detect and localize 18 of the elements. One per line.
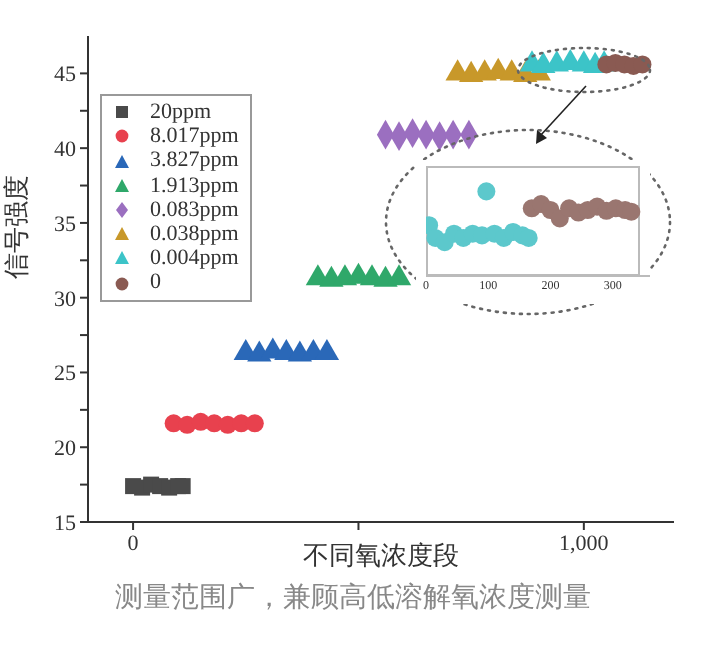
legend-label: 8.017ppm bbox=[150, 124, 239, 149]
y-tick-label: 20 bbox=[54, 437, 77, 462]
legend-label: 3.827ppm bbox=[150, 148, 239, 174]
x-tick-label: 1,000 bbox=[559, 531, 610, 556]
y-axis-title: 信号强度 bbox=[1, 175, 32, 279]
y-tick-label: 15 bbox=[54, 511, 77, 536]
legend-label: 0.083ppm bbox=[150, 197, 239, 223]
y-tick-label: 35 bbox=[54, 212, 77, 237]
y-tick-label: 40 bbox=[54, 137, 77, 162]
text: 测量范围广，兼顾高低溶解氧浓度测量 bbox=[113, 580, 593, 616]
x-axis-title: 不同氧浓度段 bbox=[303, 540, 459, 571]
legend-label: 1.913ppm bbox=[150, 173, 239, 198]
legend-label: 20ppm bbox=[150, 100, 212, 125]
y-tick-label: 25 bbox=[54, 362, 77, 387]
y-tick-label: 45 bbox=[54, 63, 77, 88]
legend-label: 0.004ppm bbox=[150, 246, 239, 271]
y-tick-label: 30 bbox=[54, 287, 77, 312]
legend-label: 0.038ppm bbox=[150, 222, 239, 247]
